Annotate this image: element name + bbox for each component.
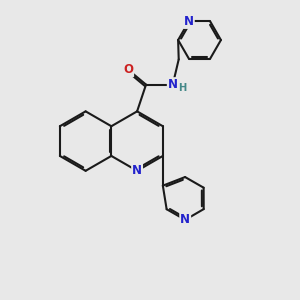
Text: N: N [168, 78, 178, 91]
Text: N: N [184, 15, 194, 28]
Text: N: N [180, 213, 190, 226]
Text: O: O [123, 63, 133, 76]
Text: H: H [178, 83, 186, 93]
Text: N: N [132, 164, 142, 177]
